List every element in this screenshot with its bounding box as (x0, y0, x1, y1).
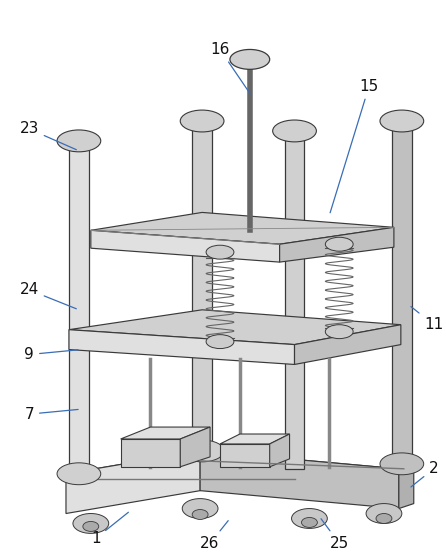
Polygon shape (270, 434, 289, 467)
Polygon shape (69, 330, 294, 364)
Ellipse shape (180, 440, 224, 462)
Text: 9: 9 (25, 347, 78, 362)
Ellipse shape (83, 522, 99, 531)
Ellipse shape (380, 453, 424, 475)
Polygon shape (220, 434, 289, 444)
Polygon shape (91, 213, 394, 244)
Text: 25: 25 (321, 519, 349, 551)
Text: 26: 26 (200, 521, 228, 551)
Text: 2: 2 (411, 461, 438, 487)
Polygon shape (69, 141, 89, 474)
Polygon shape (294, 325, 401, 364)
Ellipse shape (57, 130, 101, 152)
Polygon shape (91, 230, 280, 262)
Ellipse shape (325, 325, 353, 339)
Polygon shape (220, 444, 270, 467)
Text: 15: 15 (330, 79, 379, 213)
Ellipse shape (230, 50, 270, 69)
Ellipse shape (380, 110, 424, 132)
Polygon shape (285, 131, 305, 469)
Polygon shape (180, 427, 210, 467)
Polygon shape (66, 451, 200, 513)
Text: 16: 16 (211, 42, 250, 94)
Ellipse shape (273, 120, 316, 142)
Ellipse shape (376, 513, 392, 523)
Text: 23: 23 (20, 122, 76, 150)
Polygon shape (120, 439, 180, 467)
Polygon shape (192, 121, 212, 451)
Polygon shape (200, 451, 399, 508)
Ellipse shape (182, 499, 218, 518)
Text: 7: 7 (25, 407, 78, 422)
Ellipse shape (206, 245, 234, 259)
Text: 24: 24 (20, 282, 76, 309)
Polygon shape (120, 427, 210, 439)
Ellipse shape (325, 237, 353, 251)
Polygon shape (399, 464, 414, 508)
Ellipse shape (301, 517, 318, 527)
Ellipse shape (192, 509, 208, 519)
Polygon shape (66, 451, 399, 490)
Text: 11: 11 (411, 306, 443, 332)
Ellipse shape (292, 508, 327, 528)
Ellipse shape (180, 110, 224, 132)
Polygon shape (69, 310, 401, 345)
Polygon shape (280, 227, 394, 262)
Text: 1: 1 (91, 512, 128, 546)
Ellipse shape (206, 335, 234, 349)
Ellipse shape (57, 463, 101, 485)
Ellipse shape (73, 513, 109, 533)
Ellipse shape (366, 503, 402, 523)
Polygon shape (392, 121, 412, 464)
